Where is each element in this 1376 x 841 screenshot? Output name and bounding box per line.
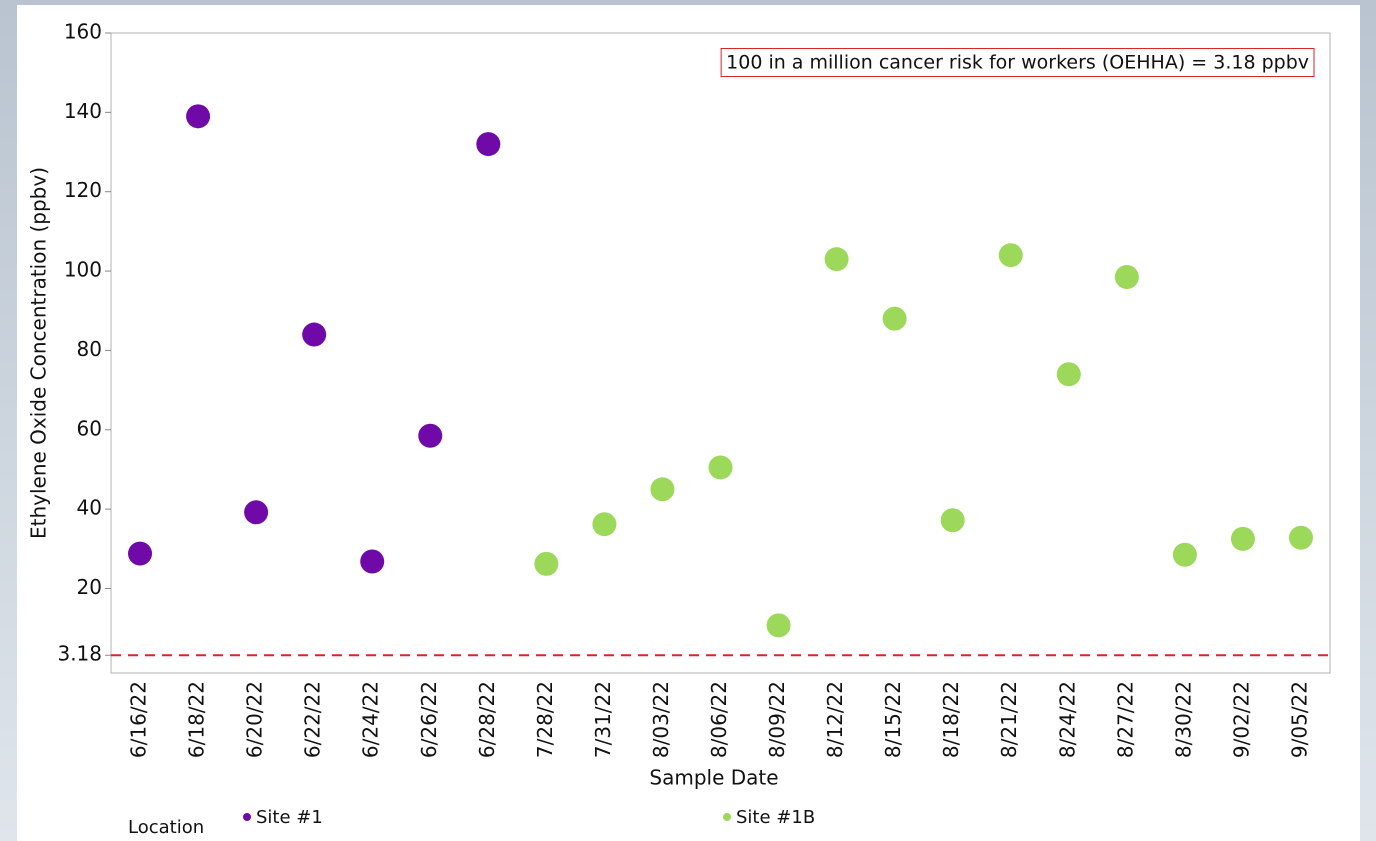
- annotation-box: [720, 48, 1315, 77]
- y-tick-label: 40: [77, 496, 102, 520]
- legend-marker: [723, 813, 731, 821]
- point: [940, 508, 965, 533]
- point: [1288, 525, 1313, 550]
- x-tick-label: 9/05/22: [1287, 681, 1311, 758]
- legend-label: Site #1B: [736, 807, 815, 828]
- point: [708, 455, 733, 480]
- x-tick-label: 8/03/22: [649, 681, 673, 758]
- point: [534, 551, 559, 576]
- point: [882, 306, 907, 331]
- point: [1172, 542, 1197, 567]
- legend-marker: [243, 813, 251, 821]
- point: [1114, 265, 1139, 290]
- y-tick-label: 160: [64, 20, 102, 44]
- x-tick-label: 6/24/22: [359, 681, 383, 758]
- panel: [17, 5, 1360, 841]
- point: [476, 132, 501, 157]
- x-tick-label: 7/28/22: [533, 681, 557, 758]
- x-tick-label: 8/27/22: [1113, 681, 1137, 758]
- x-tick-label: 6/18/22: [185, 681, 209, 758]
- point: [1056, 362, 1081, 387]
- point: [360, 549, 385, 574]
- point: [302, 322, 327, 347]
- y-tick-label: 80: [77, 337, 102, 361]
- point: [650, 477, 675, 502]
- x-tick-label: 6/20/22: [243, 681, 267, 758]
- x-tick-label: 6/16/22: [127, 681, 151, 758]
- plot-frame: [110, 32, 1331, 674]
- point: [766, 613, 791, 638]
- point: [998, 243, 1023, 268]
- legend-label: Site #1: [256, 807, 323, 828]
- y-tick-label: 100: [64, 258, 102, 282]
- x-tick-label: 8/15/22: [881, 681, 905, 758]
- point: [244, 500, 269, 525]
- x-tick-label: 8/24/22: [1055, 681, 1079, 758]
- x-axis-label: Sample Date: [649, 766, 778, 790]
- x-tick-label: 8/12/22: [823, 681, 847, 758]
- x-tick-label: 6/28/22: [475, 681, 499, 758]
- point: [824, 247, 849, 272]
- x-tick-label: 8/21/22: [997, 681, 1021, 758]
- x-tick-label: 8/06/22: [707, 681, 731, 758]
- x-tick-label: 6/22/22: [301, 681, 325, 758]
- x-tick-label: 9/02/22: [1229, 681, 1253, 758]
- legend-title: Location: [128, 817, 204, 838]
- point: [1230, 526, 1255, 551]
- y-axis-label: Ethylene Oxide Concentration (ppbv): [27, 167, 51, 539]
- y-tick-label: 20: [77, 575, 102, 599]
- reference-label: 3.18: [57, 642, 102, 666]
- x-tick-label: 8/18/22: [939, 681, 963, 758]
- point: [418, 423, 443, 448]
- annotation: 100 in a million cancer risk for workers…: [726, 52, 1309, 74]
- y-tick-label: 60: [77, 416, 102, 440]
- y-tick-label: 140: [64, 99, 102, 123]
- point: [128, 541, 153, 566]
- point: [592, 512, 617, 537]
- x-tick-label: 8/09/22: [765, 681, 789, 758]
- point: [186, 104, 211, 129]
- x-tick-label: 7/31/22: [591, 681, 615, 758]
- x-tick-label: 6/26/22: [417, 681, 441, 758]
- x-tick-label: 8/30/22: [1171, 681, 1195, 758]
- y-tick-label: 120: [64, 178, 102, 202]
